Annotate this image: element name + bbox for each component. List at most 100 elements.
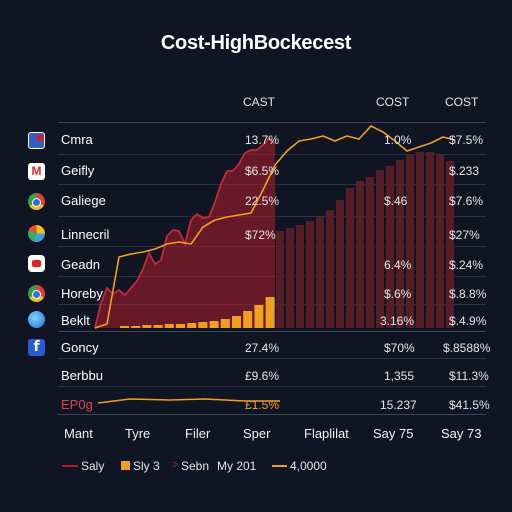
bar-sly-3 xyxy=(254,305,264,328)
row-label: Cmra xyxy=(61,132,93,147)
x-tick-label: Tyre xyxy=(125,426,151,441)
bar-sly-3 xyxy=(220,319,230,328)
cell-value: $6.5% xyxy=(245,164,280,178)
cell-value: $.46 xyxy=(384,194,408,208)
cell-value: $11.3% xyxy=(449,369,489,383)
cell-value: 22.5% xyxy=(245,194,280,208)
bar-sly-3 xyxy=(164,324,174,328)
x-tick-label: Flaplilat xyxy=(304,426,349,441)
cell-value: $41.5% xyxy=(449,398,490,412)
facebook-icon: f xyxy=(28,339,45,356)
line-series-4000 xyxy=(94,125,456,329)
column-header-cast: CAST xyxy=(243,95,276,109)
youtube-icon xyxy=(28,255,45,272)
cell-value: $.4.9% xyxy=(449,314,487,328)
row-label: Horeby xyxy=(61,286,103,301)
legend-label: Sebn xyxy=(181,459,210,473)
bar-sebn xyxy=(306,221,314,328)
globe-icon xyxy=(28,311,45,328)
bar-sly-3 xyxy=(187,323,197,328)
x-tick-label: Say 73 xyxy=(441,426,482,441)
legend-label: My 201 xyxy=(217,459,257,473)
area-line-saly xyxy=(94,136,276,329)
cell-value: 6.4% xyxy=(384,258,412,272)
row-label: Berbbu xyxy=(61,368,103,383)
legend-swatch-sly3 xyxy=(121,461,130,470)
column-header-cost-2: COST xyxy=(445,95,479,109)
bar-sebn xyxy=(286,228,294,328)
bar-sebn xyxy=(316,217,324,328)
cell-value: $7.6% xyxy=(449,194,484,208)
flag-icon xyxy=(28,132,45,149)
bar-sly-3 xyxy=(209,321,219,328)
bar-sebn xyxy=(276,231,284,328)
cell-value: 1.0% xyxy=(384,133,412,147)
area-fill-saly xyxy=(95,138,275,328)
column-header-cost: COST xyxy=(376,95,410,109)
cell-value: $.6% xyxy=(384,287,412,301)
legend-swatch-saly xyxy=(62,465,78,467)
bar-sebn xyxy=(386,166,394,328)
cell-value: £9.6% xyxy=(245,369,280,383)
cell-value: $.24% xyxy=(449,258,484,272)
bar-sly-3 xyxy=(198,322,208,328)
row-label: EP0g xyxy=(61,397,93,412)
cell-value: 27.4% xyxy=(245,341,280,355)
bar-sebn xyxy=(416,152,424,328)
legend-label: Sly 3 xyxy=(133,459,160,473)
row-label: Goncy xyxy=(61,340,99,355)
bar-sebn xyxy=(326,210,334,328)
bar-sebn xyxy=(366,177,374,328)
bar-sly-3 xyxy=(176,324,185,328)
x-tick-label: Sper xyxy=(243,426,271,441)
legend-swatch-line xyxy=(272,465,287,467)
bar-sebn xyxy=(406,154,414,328)
x-tick-label: Mant xyxy=(64,426,93,441)
colorful-app-icon xyxy=(28,225,45,242)
row-label: Galiege xyxy=(61,193,106,208)
bar-sly-3 xyxy=(243,311,253,328)
cell-value: 15.237 xyxy=(380,398,417,412)
cell-value: $72% xyxy=(245,228,276,242)
bar-sebn xyxy=(376,170,384,328)
cell-value: $.233 xyxy=(449,164,480,178)
chrome-icon-2 xyxy=(28,285,45,302)
arrow-icon: > xyxy=(172,459,179,471)
cell-value: $27% xyxy=(449,228,480,242)
bar-sebn xyxy=(426,152,434,328)
cell-value: £1.5% xyxy=(245,398,280,412)
cell-value: $.8.8% xyxy=(449,287,487,301)
row-label: Linnecril xyxy=(61,227,110,242)
bar-sebn xyxy=(436,155,444,328)
chrome-icon xyxy=(28,193,45,210)
legend-label: Saly xyxy=(81,459,105,473)
gmail-icon: M xyxy=(28,163,45,180)
bar-sebn xyxy=(396,160,404,328)
bar-sebn xyxy=(336,200,344,328)
cell-value: 13.7% xyxy=(245,133,280,147)
cell-value: $7.5% xyxy=(449,133,484,147)
row-label: Geadn xyxy=(61,257,101,272)
legend-label: 4,0000 xyxy=(290,459,327,473)
bar-sly-3 xyxy=(153,325,163,328)
bar-sebn xyxy=(296,225,304,328)
bar-sebn xyxy=(446,161,454,328)
cell-value: $.8588% xyxy=(443,341,491,355)
bar-sebn xyxy=(346,188,354,328)
cell-value: $70% xyxy=(384,341,415,355)
x-tick-label: Filer xyxy=(185,426,211,441)
bar-sly-3 xyxy=(131,326,141,328)
bar-sly-3 xyxy=(120,326,129,328)
bar-sebn xyxy=(356,181,364,328)
cell-value: 3.16% xyxy=(380,314,415,328)
bar-sly-3 xyxy=(265,297,275,328)
line-series-bottom xyxy=(97,398,280,404)
bar-sly-3 xyxy=(142,325,152,328)
chart-title: Cost-HighBockecest xyxy=(160,32,352,54)
x-tick-label: Say 75 xyxy=(373,426,414,441)
row-label: Beklt xyxy=(61,313,90,328)
cell-value: 1,355 xyxy=(384,369,415,383)
row-label: Geifly xyxy=(61,163,95,178)
